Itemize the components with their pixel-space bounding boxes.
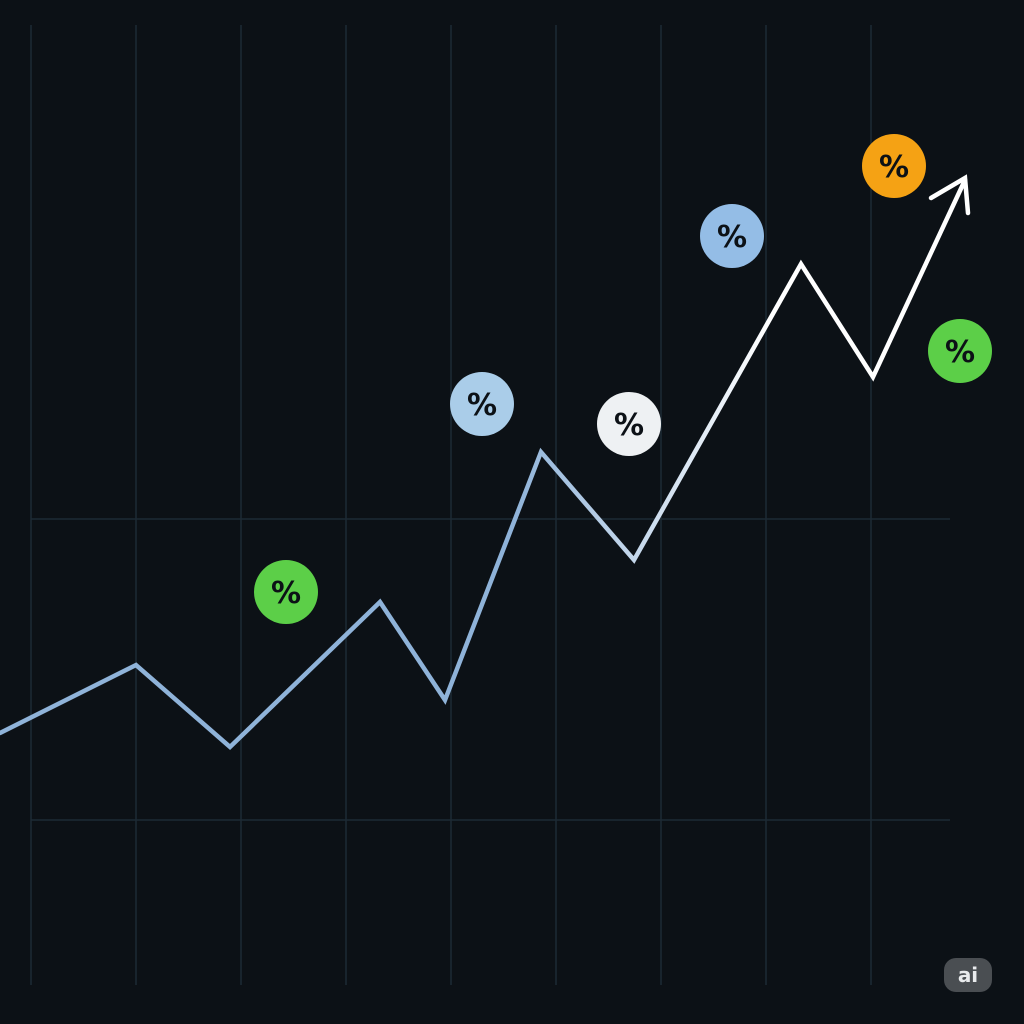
- percent-icon: %: [271, 576, 301, 611]
- grid: [30, 25, 950, 985]
- percent-icon: %: [945, 335, 975, 370]
- percent-marker-circle: [450, 372, 514, 436]
- percent-icon: %: [879, 150, 909, 185]
- trend-arrow-head: [928, 174, 971, 216]
- percent-marker-2: %: [597, 392, 661, 456]
- percent-marker-4: %: [862, 134, 926, 198]
- percent-marker-3: %: [700, 204, 764, 268]
- marker-layer: %%%%%%: [254, 134, 992, 624]
- percent-icon: %: [614, 408, 644, 443]
- percent-marker-circle: [862, 134, 926, 198]
- percent-marker-circle: [700, 204, 764, 268]
- percent-icon: %: [467, 388, 497, 423]
- percent-marker-circle: [928, 319, 992, 383]
- series-layer: [0, 174, 971, 751]
- series-line: [0, 177, 968, 751]
- percent-marker-1: %: [450, 372, 514, 436]
- ai-watermark-badge: ai: [944, 958, 992, 992]
- percent-marker-5: %: [928, 319, 992, 383]
- percent-icon: %: [717, 220, 747, 255]
- percent-marker-0: %: [254, 560, 318, 624]
- percent-marker-circle: [597, 392, 661, 456]
- percent-marker-circle: [254, 560, 318, 624]
